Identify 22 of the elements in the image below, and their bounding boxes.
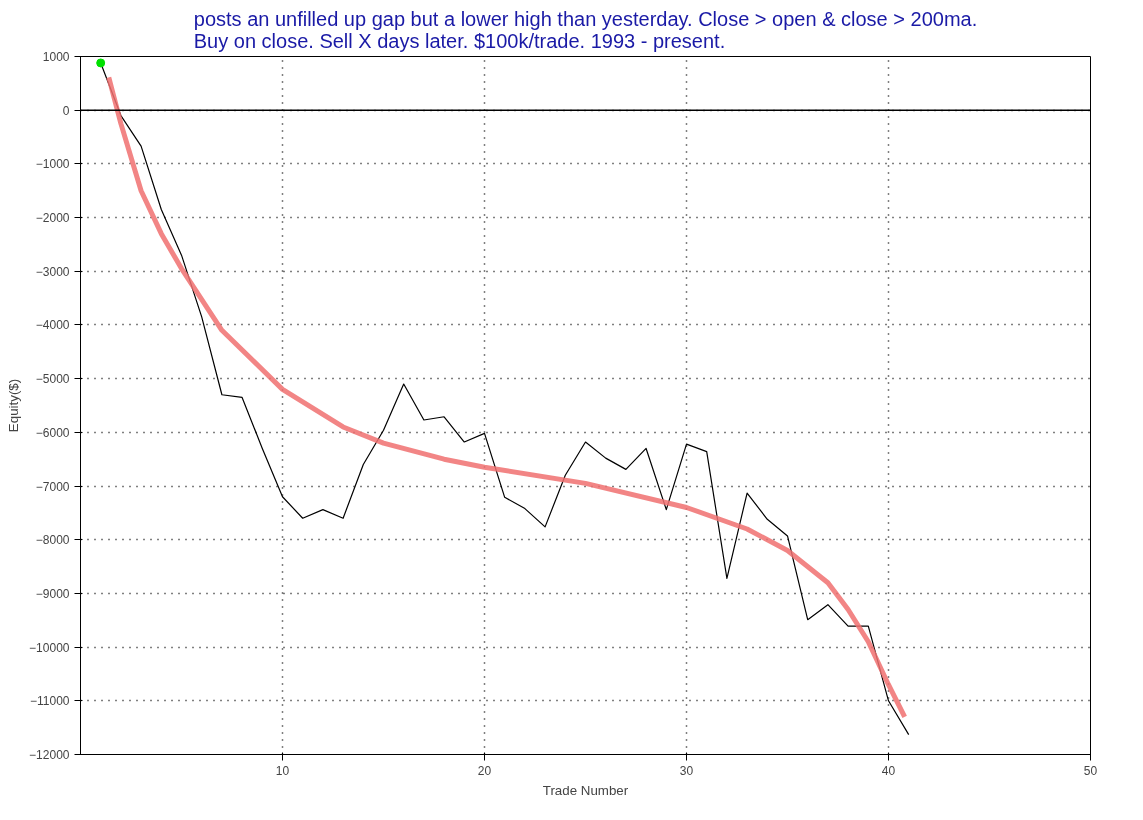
x-tick-label: 20 <box>477 763 492 778</box>
y-axis-title: Equity($) <box>6 378 22 433</box>
y-tick-label: −12000 <box>29 748 70 762</box>
y-tick-label: −5000 <box>35 372 70 387</box>
y-tick-label: −6000 <box>35 425 70 440</box>
y-tick-label: −1000 <box>35 157 70 172</box>
y-tick-label: −10000 <box>29 640 70 655</box>
x-tick-label: 30 <box>679 763 694 778</box>
x-tick-label: 40 <box>881 763 896 778</box>
y-tick-label: −2000 <box>35 211 70 226</box>
y-tick-label: −11000 <box>30 694 70 709</box>
y-tick-label: −9000 <box>35 586 70 601</box>
y-tick-label: −4000 <box>35 318 70 333</box>
chart-title: posts an unfilled up gap but a lower high than yesterday. Close > open & close > 200ma. Buy on close. Sell X days later. $100k/trade. 1993 - present. <box>193 7 978 52</box>
y-tick-label: 1000 <box>42 50 70 64</box>
x-tick-label: 10 <box>275 763 290 778</box>
y-tick-label: −3000 <box>35 264 70 279</box>
y-tick-label: 0 <box>62 103 70 118</box>
x-axis-title: Trade Number <box>542 782 629 798</box>
y-tick-label: −8000 <box>35 533 70 548</box>
y-tick-label: −7000 <box>35 479 70 494</box>
x-tick-label: 50 <box>1083 763 1098 778</box>
